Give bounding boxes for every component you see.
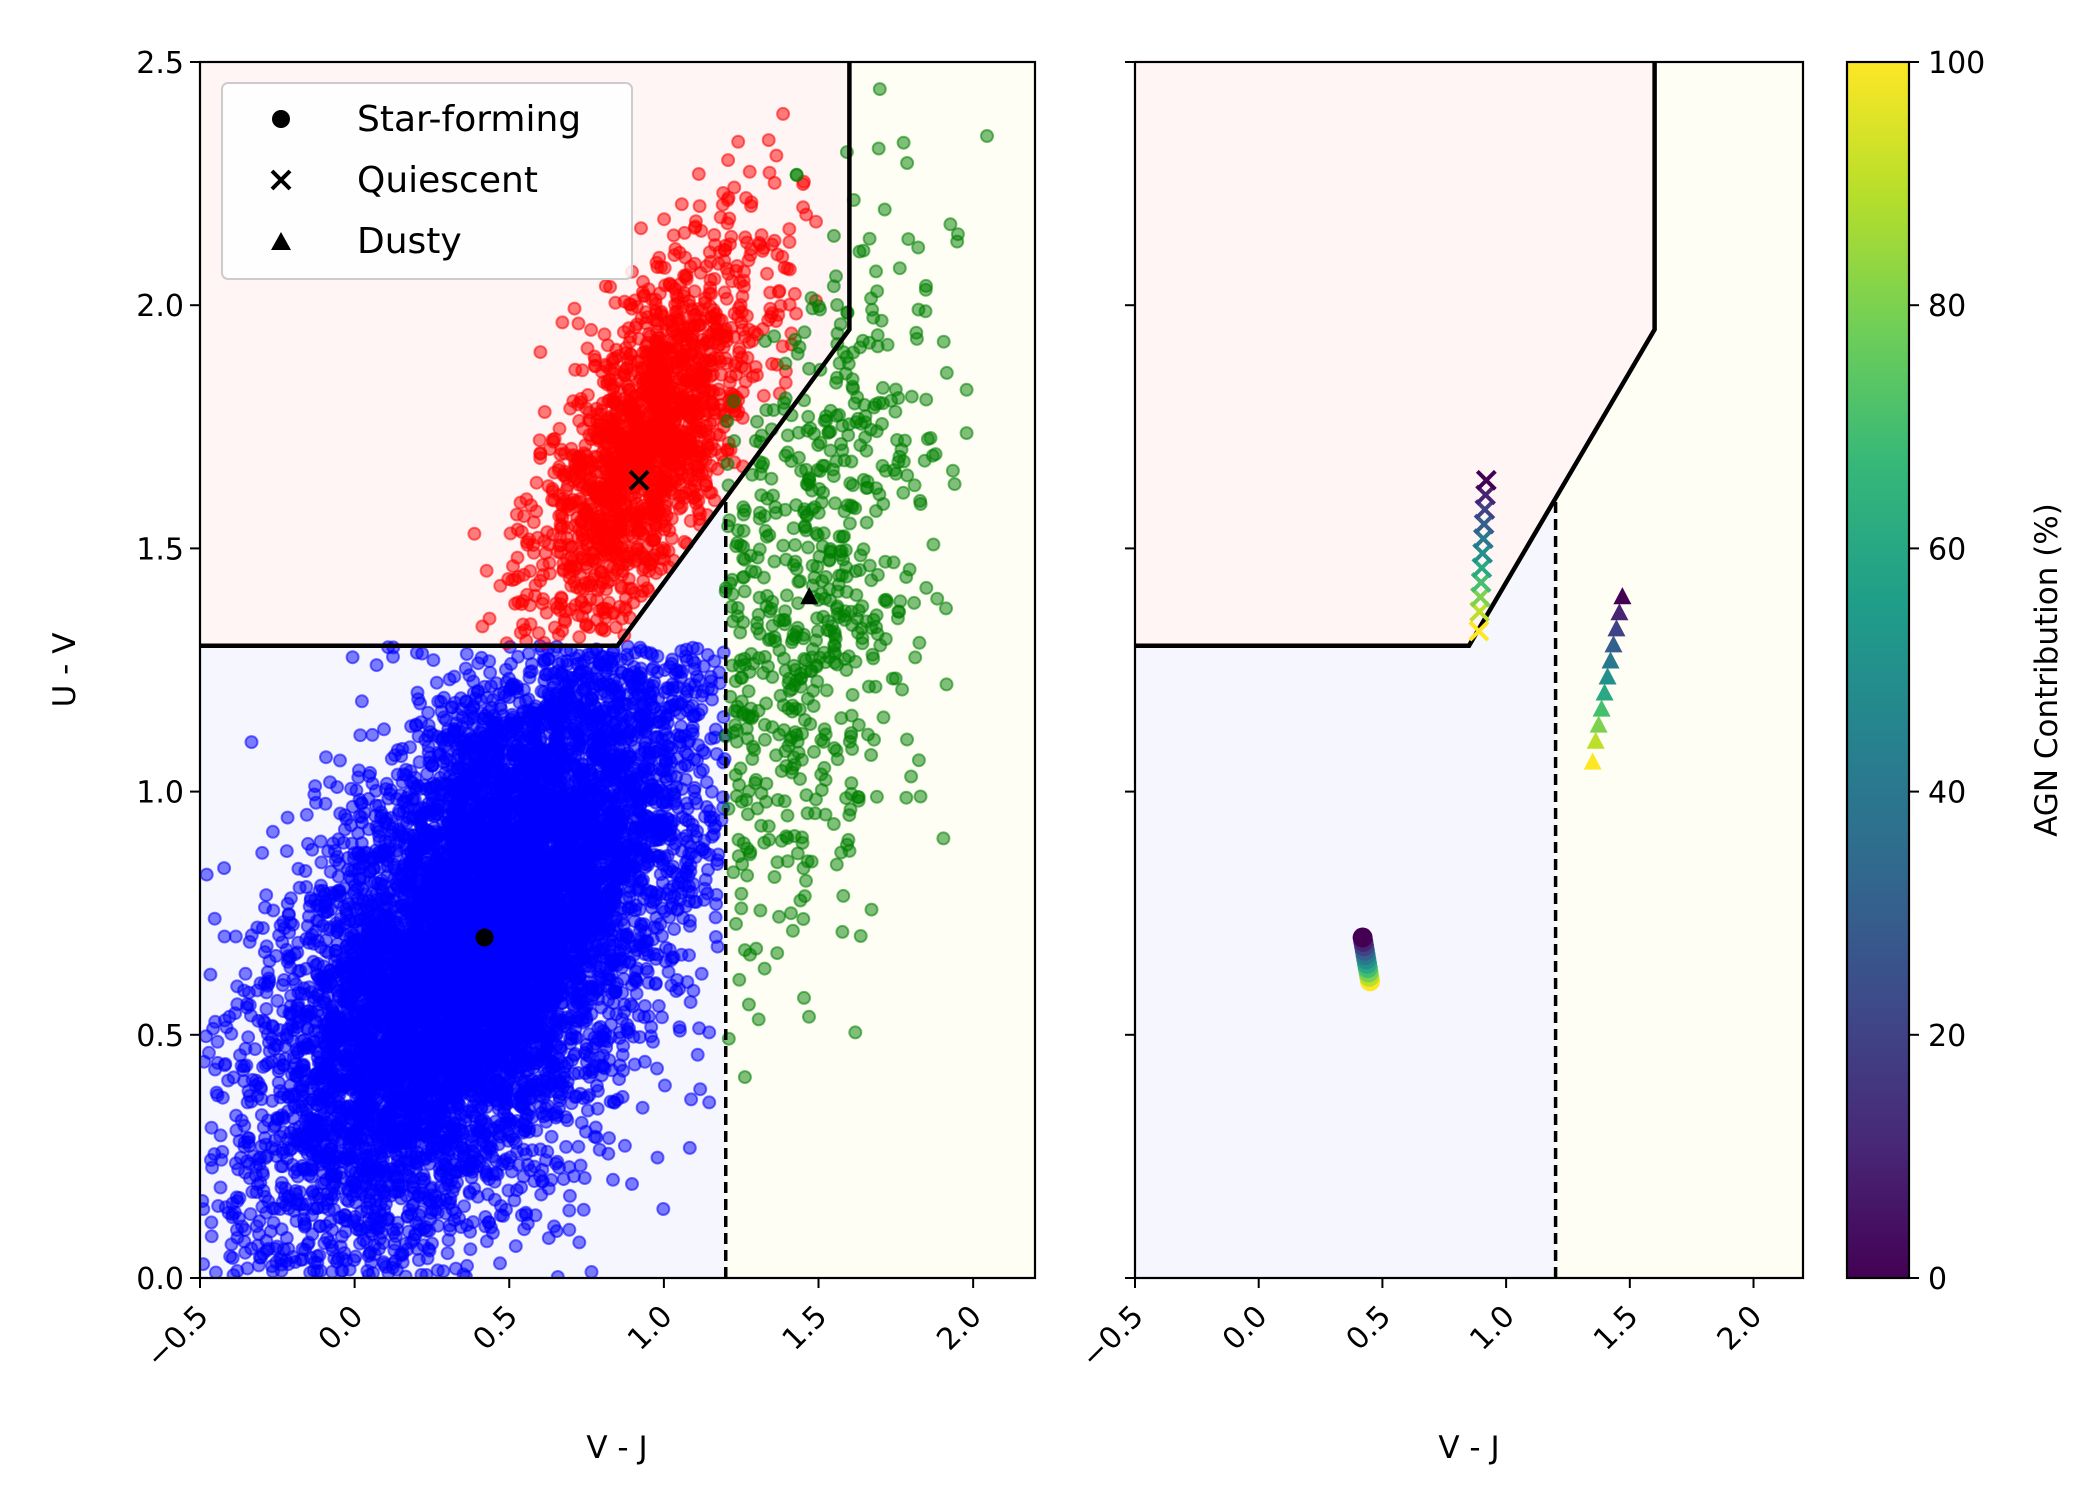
scatter-point-star-forming — [219, 1020, 234, 1035]
scatter-point-star-forming — [534, 1187, 549, 1202]
scatter-point-star-forming — [210, 1034, 225, 1049]
scatter-point-star-forming — [516, 1169, 531, 1184]
scatter-point-star-forming — [693, 1082, 708, 1097]
scatter-point-star-forming — [204, 1215, 219, 1230]
scatter-point-star-forming — [637, 1054, 652, 1069]
scatter-point-star-forming — [226, 1268, 241, 1278]
scatter-point-star-forming — [429, 675, 444, 690]
scatter-point-star-forming — [243, 1207, 258, 1222]
scatter-point-star-forming — [617, 1138, 632, 1153]
scatter-point-star-forming — [479, 1234, 494, 1249]
scatter-point-star-forming — [271, 1075, 286, 1090]
left-panel: −0.5 0.0 0.5 1.0 1.5 2.0 0.00.51.01.52.02.5 V… — [47, 46, 1037, 1466]
scatter-point-star-forming — [483, 665, 498, 680]
scatter-point-star-forming — [207, 911, 222, 926]
scatter-point-star-forming — [353, 728, 368, 743]
scatter-point-star-forming — [213, 1128, 228, 1143]
scatter-point-star-forming — [377, 722, 391, 737]
scatter-point-star-forming — [549, 1224, 564, 1239]
scatter-point-star-forming — [283, 891, 298, 906]
scatter-point-star-forming — [353, 1236, 367, 1251]
scatter-point-star-forming — [576, 1202, 591, 1217]
scatter-point-star-forming — [683, 995, 698, 1010]
scatter-point-star-forming — [314, 855, 329, 870]
scatter-point-star-forming — [559, 1139, 574, 1154]
scatter-point-star-forming — [265, 824, 280, 839]
scatter-point-star-forming — [204, 1229, 219, 1244]
scatter-point-star-forming — [457, 1199, 472, 1214]
scatter-point-star-forming — [544, 1129, 559, 1144]
scatter-point-star-forming — [331, 869, 346, 884]
scatter-point-star-forming — [415, 646, 430, 661]
scatter-point-star-forming — [280, 810, 295, 825]
scatter-point-star-forming — [365, 727, 380, 742]
scatter-point-star-forming — [354, 694, 369, 709]
scatter-point-star-forming — [635, 1100, 650, 1115]
scatter-point-star-forming — [672, 1020, 687, 1035]
scatter-point-star-forming — [459, 647, 474, 661]
scatter-point-star-forming — [255, 921, 270, 936]
scatter-point-star-forming — [699, 775, 714, 790]
scatter-point-star-forming — [639, 961, 654, 976]
scatter-point-star-forming — [471, 656, 486, 671]
scatter-point-star-forming — [616, 1038, 631, 1053]
scatter-point-star-forming — [562, 1188, 577, 1203]
scatter-point-star-forming — [259, 1002, 274, 1016]
scatter-point-star-forming — [562, 1203, 577, 1218]
scatter-point-star-forming — [646, 1034, 660, 1049]
scatter-point-star-forming — [656, 1202, 671, 1216]
scatter-point-star-forming — [291, 861, 306, 876]
scatter-point-star-forming — [238, 966, 253, 981]
scatter-point-star-forming — [522, 670, 537, 685]
scatter-point-star-forming — [259, 888, 274, 903]
scatter-point-star-forming — [650, 1150, 665, 1165]
left-region-dusty — [725, 62, 1035, 1278]
scatter-point-star-forming — [667, 922, 682, 937]
scatter-point-star-forming — [625, 1177, 639, 1191]
scatter-point-star-forming — [254, 1108, 269, 1123]
scatter-point-star-forming — [333, 753, 347, 768]
scatter-point-star-forming — [213, 1180, 228, 1195]
scatter-point-star-forming — [493, 1256, 507, 1271]
scatter-point-star-forming — [684, 1092, 699, 1107]
left-points — [200, 82, 994, 1278]
scatter-point-star-forming — [572, 1235, 587, 1250]
scatter-point-star-forming — [279, 844, 294, 859]
scatter-point-star-forming — [550, 1154, 565, 1169]
scatter-point-star-forming — [203, 967, 218, 982]
scatter-point-star-forming — [398, 1269, 413, 1278]
scatter-point-star-forming — [208, 1265, 223, 1278]
scatter-point-star-forming — [702, 1095, 717, 1110]
